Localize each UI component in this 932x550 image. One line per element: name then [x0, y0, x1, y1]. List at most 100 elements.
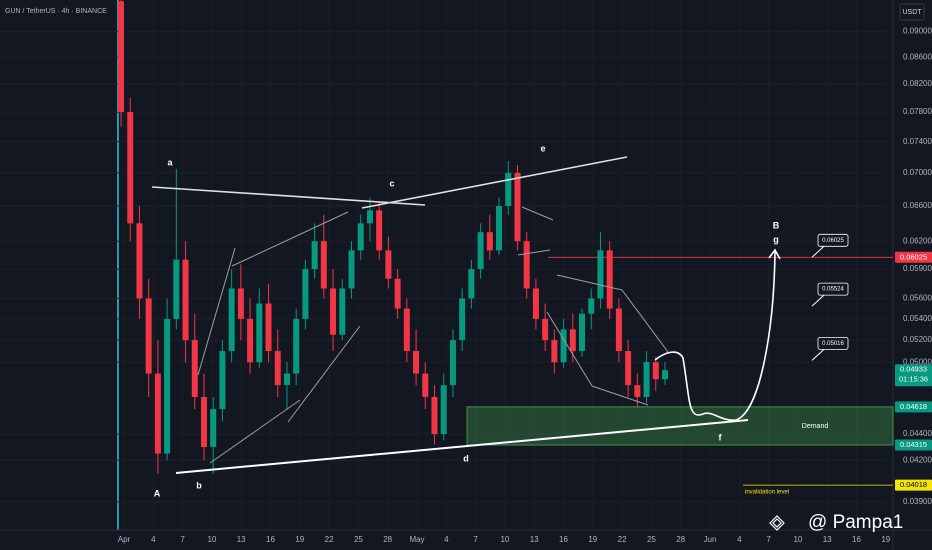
- candle-body: [339, 288, 346, 335]
- channel-line: [197, 247, 236, 376]
- x-tick-label: 16: [852, 535, 861, 544]
- price-label-box: [895, 364, 932, 387]
- candle-body: [237, 288, 244, 319]
- candle-body: [366, 210, 373, 224]
- x-tick-label: 25: [354, 535, 363, 544]
- x-tick-label: Apr: [118, 535, 131, 544]
- x-tick-label: 13: [237, 535, 246, 544]
- drawings: [151, 156, 781, 474]
- x-tick-label: 25: [647, 535, 656, 544]
- x-tick-label: 22: [325, 535, 334, 544]
- wave-label: d: [463, 453, 469, 463]
- y-tick-label: 0.05400: [903, 314, 932, 323]
- wave-label: g: [773, 234, 779, 244]
- x-tick-label: May: [409, 535, 424, 544]
- wave-label: A: [154, 488, 161, 498]
- x-tick-label: 4: [444, 535, 449, 544]
- y-tick-label: 0.03900: [903, 497, 932, 506]
- x-tick-label: 10: [793, 535, 802, 544]
- candle-body: [348, 250, 355, 289]
- candle-body: [532, 288, 539, 319]
- projection-arrow: [768, 248, 781, 260]
- candle-body: [311, 241, 318, 270]
- watermark: @ Pampa1: [808, 512, 903, 533]
- channel-line: [209, 399, 301, 464]
- y-tick-label: 0.08200: [903, 79, 932, 88]
- channel-line: [287, 325, 361, 423]
- y-tick-label: 0.04400: [903, 429, 932, 438]
- candle-body: [643, 362, 650, 397]
- x-tick-label: 7: [473, 535, 478, 544]
- projection-path: [654, 251, 776, 421]
- candle-body: [403, 308, 410, 352]
- x-tick-label: 16: [559, 535, 568, 544]
- wave-label: a: [167, 157, 173, 167]
- candle-body: [588, 298, 595, 314]
- candle-body: [164, 318, 171, 454]
- y-tick-label: 0.05600: [903, 294, 932, 303]
- candle-body: [477, 232, 484, 270]
- trend-line: [151, 186, 426, 206]
- candles: [118, 0, 668, 474]
- target-box: [817, 233, 849, 247]
- price-label: 0.06025: [900, 252, 927, 261]
- target-arrow: [811, 349, 825, 361]
- price-label-box: [895, 401, 932, 413]
- x-tick-label: 7: [180, 535, 185, 544]
- candle-body: [459, 298, 466, 341]
- currency-box: [899, 3, 925, 21]
- y-tick-label: 0.09000: [903, 27, 932, 36]
- channel-line: [546, 311, 593, 387]
- y-tick-label: 0.07400: [903, 137, 932, 146]
- candle-body: [173, 259, 180, 319]
- candle-body: [431, 396, 438, 435]
- invalidation-label: invalidation level: [745, 490, 789, 496]
- y-tick-label: 0.08600: [903, 52, 932, 61]
- price-label: 0.04618: [900, 402, 927, 411]
- x-tick-label: 7: [766, 535, 771, 544]
- wave-label: b: [196, 480, 202, 490]
- candle-body: [154, 373, 161, 454]
- candle-body: [320, 241, 327, 289]
- candle-body: [523, 241, 530, 289]
- price-label: 0.04933: [900, 365, 927, 374]
- price-label-box: [895, 479, 932, 491]
- candle-body: [615, 308, 622, 352]
- candle-body: [145, 298, 152, 374]
- channel-line: [591, 385, 649, 406]
- x-tick-label: Jun: [704, 535, 717, 544]
- candle-body: [394, 278, 401, 309]
- demand-label: Demand: [802, 423, 829, 430]
- candle-body: [662, 370, 668, 380]
- target-arrow: [811, 294, 825, 307]
- x-tick-label: 4: [737, 535, 742, 544]
- candle-body: [514, 172, 521, 242]
- candle-body: [606, 250, 613, 309]
- y-tick-label: 0.05200: [903, 335, 932, 344]
- candle-body: [293, 318, 300, 374]
- x-tick-label: 28: [676, 535, 685, 544]
- price-label-box: [895, 439, 932, 451]
- grid: [0, 0, 893, 530]
- channel-line: [556, 274, 623, 291]
- candle-body: [579, 313, 586, 352]
- channel-line: [517, 249, 551, 256]
- wave-label: e: [540, 143, 545, 153]
- candle-body: [210, 409, 217, 447]
- trend-line: [175, 419, 749, 474]
- y-tick-label: 0.05000: [903, 357, 932, 366]
- candle-body: [191, 340, 198, 397]
- candle-body: [256, 303, 263, 363]
- candle-body: [200, 396, 207, 447]
- channel-line: [621, 289, 669, 353]
- currency: USDT: [902, 9, 922, 16]
- candle-body: [597, 250, 604, 299]
- x-tick-label: 4: [151, 535, 156, 544]
- target-label: 0.05016: [822, 341, 844, 347]
- wave-label: B: [773, 220, 780, 230]
- candle-body: [634, 385, 641, 397]
- y-tick-label: 0.07800: [903, 107, 932, 116]
- price-label: 0.04018: [900, 480, 927, 489]
